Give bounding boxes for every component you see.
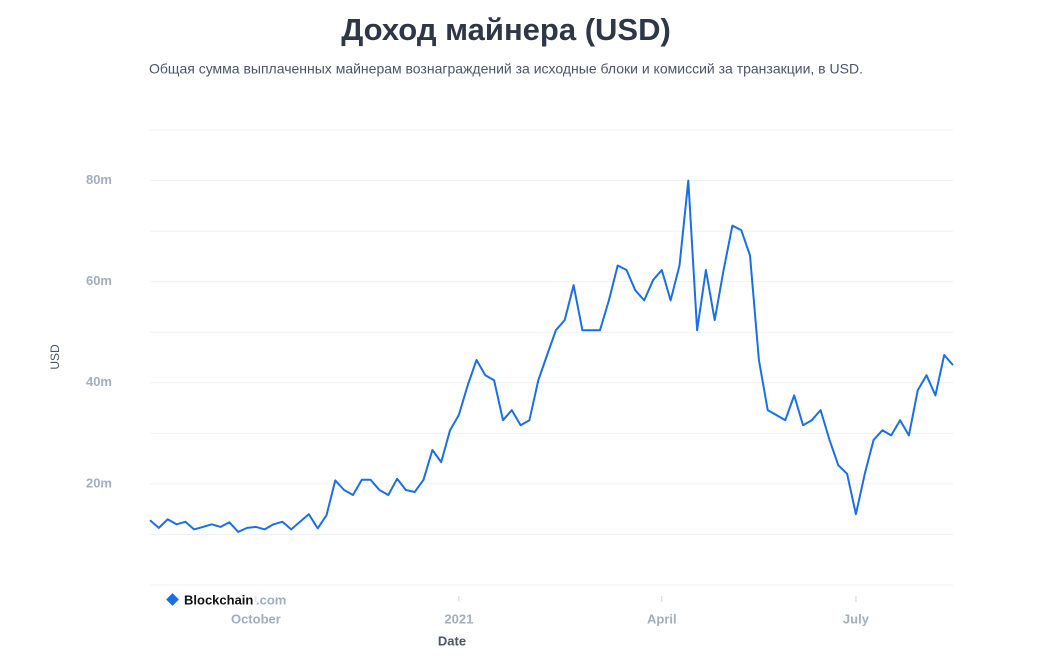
y-axis-title: USD: [48, 344, 62, 370]
x-tick-label: October: [231, 611, 281, 626]
x-tick-label: April: [647, 611, 677, 626]
chart-title: Доход майнера (USD): [341, 12, 671, 47]
chart-subtitle: Общая сумма выплаченных майнерам вознагр…: [149, 61, 863, 77]
x-axis-title: Date: [438, 633, 466, 648]
y-tick-label: 80m: [86, 172, 112, 187]
watermark-brand: Blockchain: [184, 592, 253, 607]
data-line: [149, 179, 954, 533]
watermark-suffix: .com: [256, 592, 286, 607]
y-tick-label: 20m: [86, 475, 112, 490]
x-tick-label: 2021: [444, 611, 473, 626]
y-tick-label: 40m: [86, 374, 112, 389]
x-tick-label: July: [843, 611, 870, 626]
watermark-logo: [166, 593, 179, 606]
watermark: Blockchain .com: [166, 592, 286, 607]
y-tick-label: 60m: [86, 273, 112, 288]
